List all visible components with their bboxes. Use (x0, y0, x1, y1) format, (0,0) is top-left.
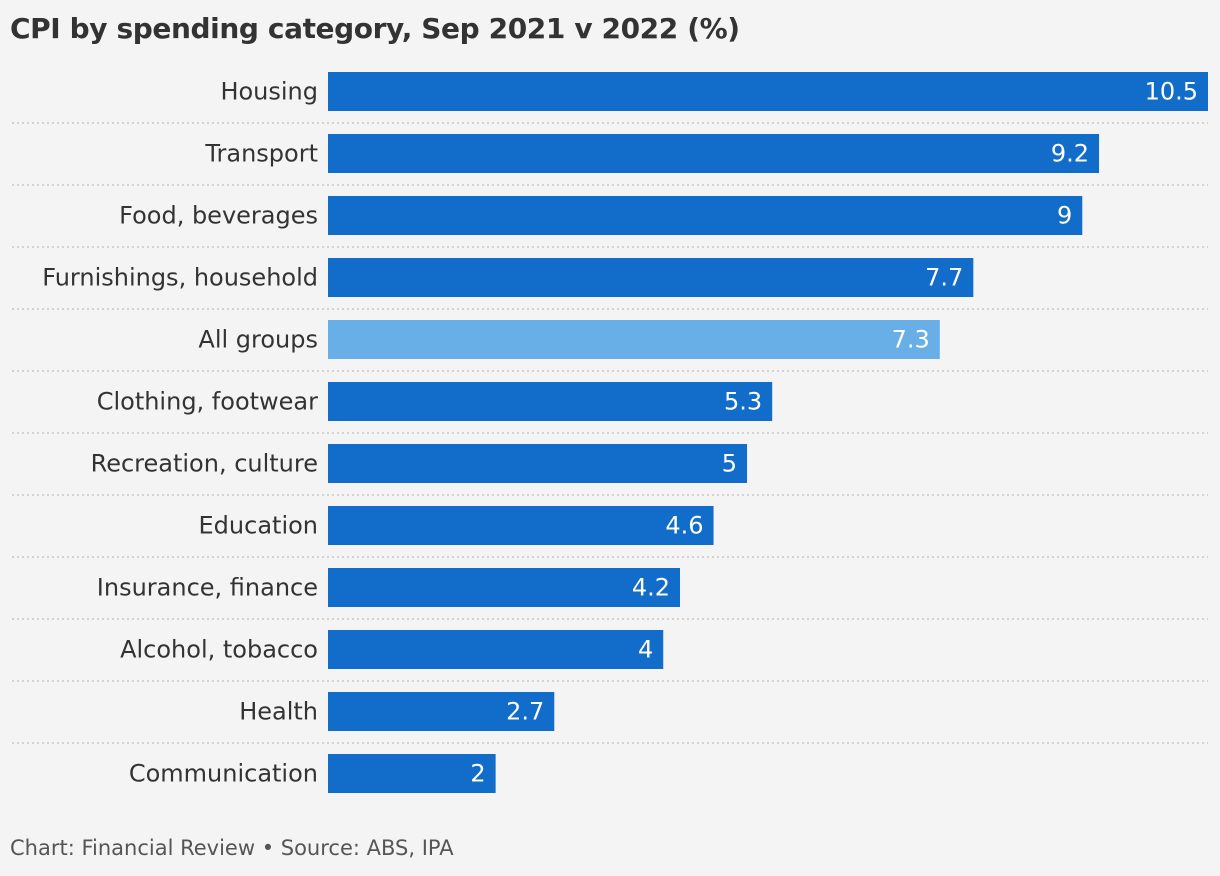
category-label: Transport (204, 140, 318, 168)
category-label: Clothing, footwear (97, 388, 318, 416)
category-label: Health (239, 698, 318, 726)
value-label: 5 (722, 450, 737, 478)
value-label: 4.6 (665, 512, 703, 540)
category-label: Furnishings, household (42, 264, 318, 292)
bar (328, 692, 555, 731)
chart-source-note: Chart: Financial Review • Source: ABS, I… (10, 836, 454, 860)
category-label: Communication (129, 760, 318, 788)
value-label: 9 (1057, 202, 1072, 230)
value-label: 7.7 (925, 264, 963, 292)
bar (328, 754, 496, 793)
bar (328, 444, 748, 483)
value-label: 4.2 (632, 574, 670, 602)
value-label: 7.3 (892, 326, 930, 354)
bar (328, 568, 680, 607)
bar (328, 196, 1083, 235)
category-label: Education (199, 512, 318, 540)
category-label: Recreation, culture (91, 450, 318, 478)
category-label: Housing (220, 78, 318, 106)
value-label: 2 (470, 760, 485, 788)
bar (328, 506, 714, 545)
value-label: 2.7 (506, 698, 544, 726)
category-label: Food, beverages (119, 202, 318, 230)
bar (328, 72, 1208, 111)
category-label: All groups (198, 326, 318, 354)
value-label: 5.3 (724, 388, 762, 416)
bar (328, 134, 1100, 173)
bar (328, 630, 664, 669)
value-label: 10.5 (1145, 78, 1198, 106)
chart-title: CPI by spending category, Sep 2021 v 202… (10, 12, 740, 45)
bar (328, 258, 974, 297)
value-label: 4 (638, 636, 653, 664)
category-label: Insurance, finance (97, 574, 318, 602)
bar-highlighted (328, 320, 940, 359)
category-label: Alcohol, tobacco (120, 636, 318, 664)
value-label: 9.2 (1051, 140, 1089, 168)
bar (328, 382, 773, 421)
